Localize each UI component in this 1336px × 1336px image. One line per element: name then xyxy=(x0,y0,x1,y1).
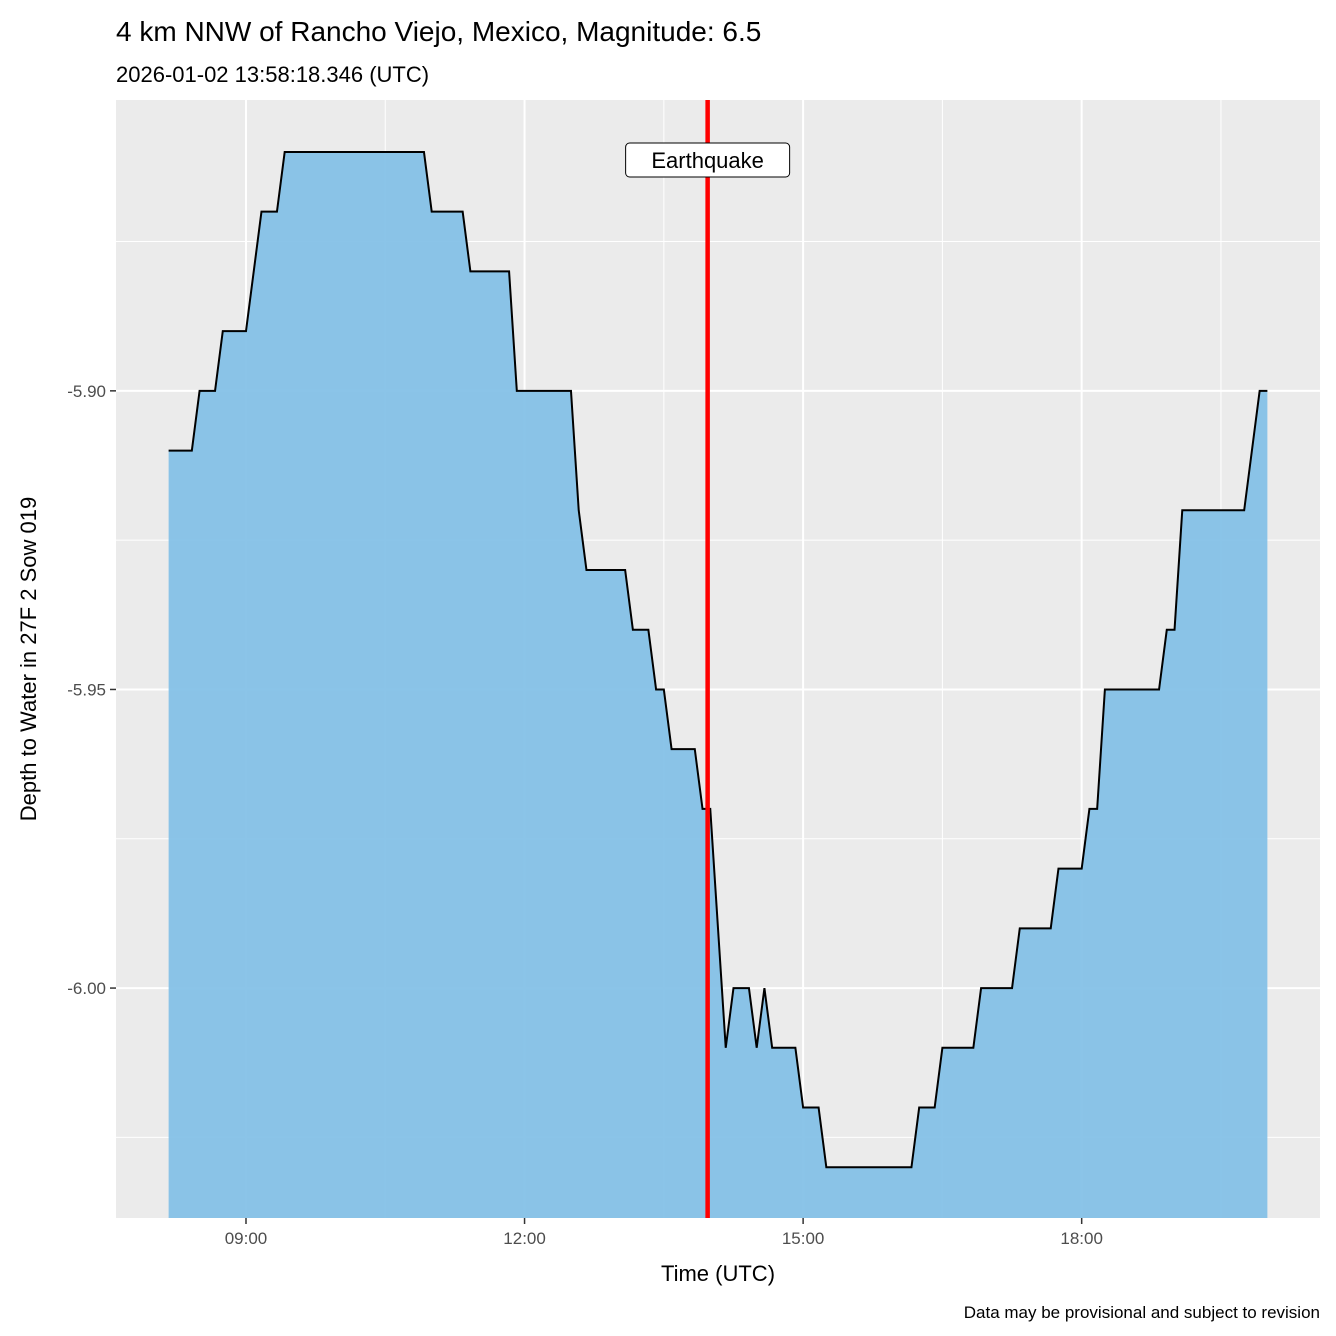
earthquake-label: Earthquake xyxy=(651,148,764,173)
event-marker: Earthquake xyxy=(625,100,791,1218)
x-tick-label: 09:00 xyxy=(225,1229,268,1248)
area-fill xyxy=(168,151,1268,1218)
x-axis-label: Time (UTC) xyxy=(661,1261,775,1286)
chart-title: 4 km NNW of Rancho Viejo, Mexico, Magnit… xyxy=(116,16,761,47)
y-tick-label: -5.90 xyxy=(67,382,106,401)
x-tick-label: 15:00 xyxy=(782,1229,825,1248)
x-tick-label: 12:00 xyxy=(503,1229,546,1248)
x-tick-label: 18:00 xyxy=(1060,1229,1103,1248)
y-axis-label: Depth to Water in 27F 2 Sow 019 xyxy=(16,497,41,821)
caption: Data may be provisional and subject to r… xyxy=(964,1303,1320,1322)
series-line xyxy=(168,150,1268,1169)
earthquake-label-box xyxy=(625,142,791,178)
y-tick-label: -5.95 xyxy=(67,680,106,699)
y-tick-label: -6.00 xyxy=(67,979,106,998)
axis-ticks: 09:00 12:00 15:00 18:00 -5.90 -5.95 -6.00 xyxy=(67,382,1103,1248)
chart-subtitle: 2026-01-02 13:58:18.346 (UTC) xyxy=(116,62,429,87)
series xyxy=(168,150,1268,1218)
